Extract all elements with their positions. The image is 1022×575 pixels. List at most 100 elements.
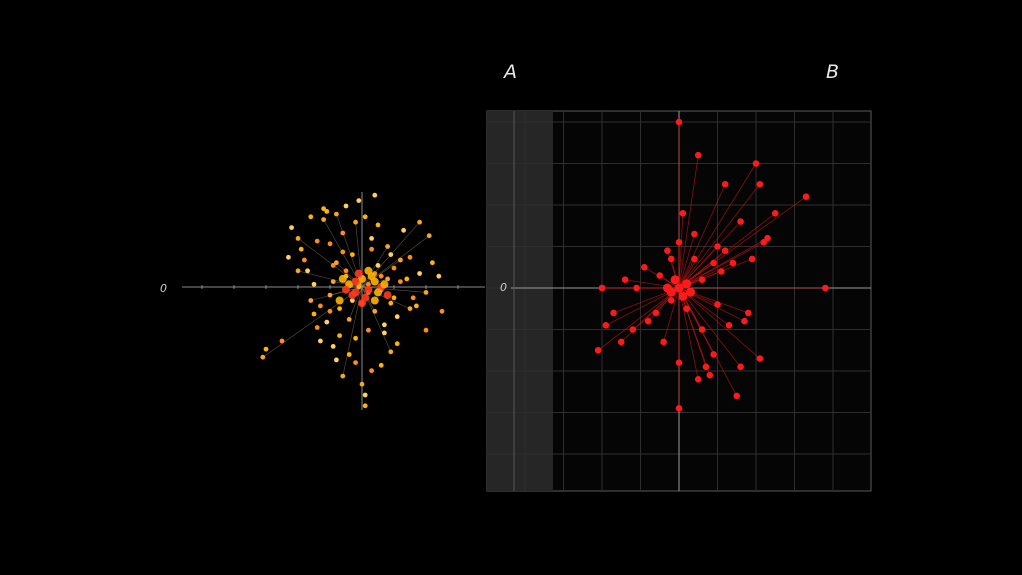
panel-b-point — [633, 284, 640, 292]
panel-a-point — [407, 254, 413, 260]
panel-b-origin-point — [686, 287, 696, 297]
panel-a-point — [362, 392, 368, 398]
panel-a-ray — [262, 286, 363, 358]
panel-a-point — [327, 241, 333, 247]
panel-a-point — [330, 279, 336, 284]
panel-a-point — [295, 268, 301, 274]
panel-a-point — [314, 238, 320, 244]
panel-a-point — [407, 306, 413, 311]
panel-a-point — [356, 198, 362, 204]
panel-b-point — [675, 359, 683, 367]
panel-b-point — [621, 276, 629, 284]
panel-a-point — [308, 214, 314, 220]
panel-b-ray — [678, 213, 684, 289]
panel-b-point — [629, 326, 637, 333]
panel-a-point — [318, 338, 323, 344]
panel-a-point — [391, 295, 397, 301]
panel-a-point — [321, 206, 326, 212]
panel-b-label: B — [826, 61, 839, 83]
panel-a-point — [423, 290, 429, 295]
panel-a-point — [340, 249, 346, 255]
panel-b-point — [752, 160, 760, 167]
panel-b-ray — [678, 287, 699, 380]
panel-a-points — [260, 192, 445, 409]
panel-b-point — [675, 239, 683, 246]
panel-a-core-point — [380, 280, 389, 289]
panel-a-core-point — [348, 291, 357, 300]
panel-a-point — [436, 273, 442, 279]
panel-a-point — [369, 236, 374, 241]
panel-a-point — [410, 295, 416, 301]
panel-a-origin-label: 0 — [160, 282, 167, 295]
panel-a-point — [382, 322, 387, 328]
panel-b-origin-label: 0 — [500, 281, 507, 294]
panel-a-ray — [361, 286, 427, 293]
panel-a-point — [334, 357, 339, 363]
panel-a-core-point — [335, 296, 344, 305]
panel-a-point — [353, 360, 358, 365]
panel-a: 0 — [160, 192, 485, 410]
panel-b-points — [594, 118, 829, 412]
panel-a-point — [279, 338, 285, 344]
panel-a-point — [337, 306, 342, 311]
panel-a-point — [401, 227, 406, 233]
panel-a-point — [388, 349, 394, 355]
panel-a-core-point — [342, 285, 350, 294]
panel-a-point — [388, 300, 394, 306]
panel-a-point — [366, 281, 371, 287]
panel-a-point — [398, 257, 403, 263]
panel-a-core-point — [338, 274, 347, 283]
panel-a-point — [423, 327, 429, 333]
panel-b: 0 — [486, 110, 872, 492]
panel-b-ray — [678, 237, 768, 289]
panel-a-point — [394, 314, 400, 320]
panel-b-point — [664, 247, 671, 254]
panel-b-ray — [678, 184, 726, 289]
panel-b-point — [668, 297, 675, 304]
panel-a-point — [302, 257, 307, 263]
panel-b-point — [694, 151, 702, 159]
panel-a-point — [343, 203, 349, 209]
panel-a-point — [414, 303, 419, 309]
panel-a-point — [430, 260, 435, 266]
panel-a-core-point — [374, 288, 382, 297]
panel-b-point — [679, 210, 687, 217]
panel-a-core-point — [351, 277, 360, 286]
panel-b-point — [721, 180, 729, 188]
panel-a-point — [353, 219, 358, 225]
panel-b-ray — [597, 287, 680, 351]
panel-a-point — [314, 325, 320, 330]
panel-a-ray — [361, 246, 388, 288]
panel-a-point — [311, 281, 317, 287]
panel-a-label: A — [502, 61, 517, 83]
panel-a-point — [426, 233, 432, 239]
panel-a-point — [417, 219, 422, 225]
panel-b-point — [748, 255, 756, 263]
panel-a-point — [362, 403, 368, 409]
panel-a-point — [260, 354, 266, 360]
panel-b-side-band — [487, 111, 553, 491]
panel-a-point — [391, 265, 397, 271]
panel-b-ray — [678, 258, 695, 289]
panel-a-point — [372, 192, 378, 198]
panel-a-point — [321, 217, 326, 222]
panel-a-point — [378, 362, 384, 368]
panel-a-point — [308, 298, 314, 303]
panel-b-point — [641, 263, 648, 271]
panel-b-point — [733, 392, 741, 400]
panel-b-point — [771, 210, 779, 217]
panel-a-point — [298, 246, 304, 252]
panel-a-point — [324, 319, 330, 325]
panel-a-point — [340, 230, 346, 236]
panel-a-point — [311, 311, 317, 317]
panel-b-point — [729, 259, 737, 267]
panel-a-point — [263, 346, 269, 352]
panel-a-point — [295, 236, 301, 241]
panel-a-point — [359, 381, 365, 387]
panel-b-point — [617, 338, 625, 346]
panel-a-point — [350, 298, 355, 303]
panel-b-origin-point — [682, 279, 692, 289]
panel-a-point — [286, 254, 291, 260]
panel-a-point — [388, 252, 394, 257]
panel-a-point — [350, 252, 355, 257]
